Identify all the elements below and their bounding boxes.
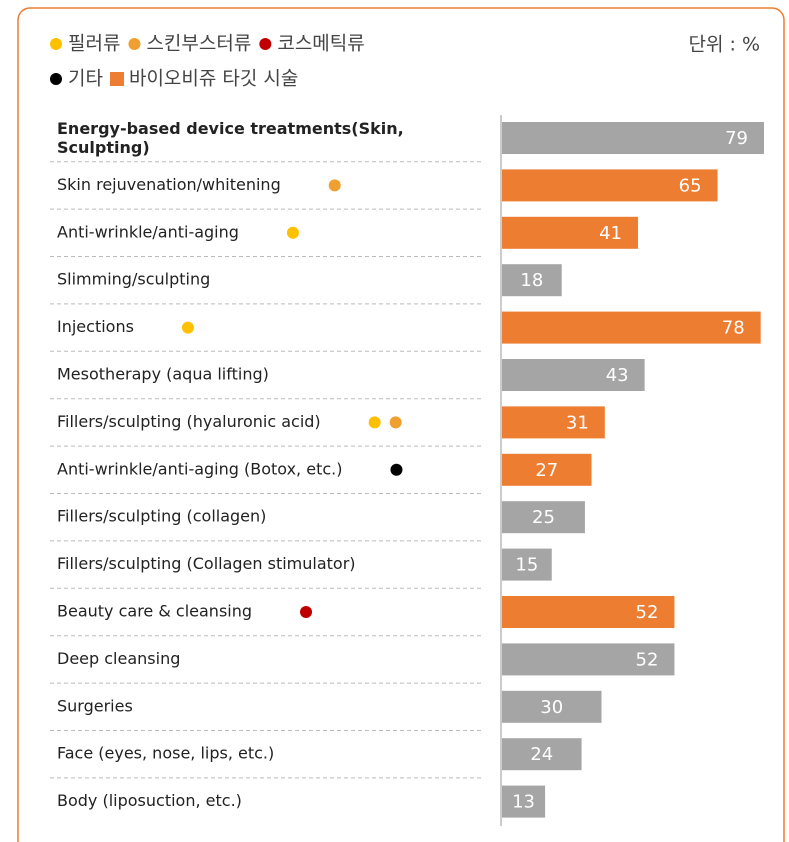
value-label: 30 (540, 697, 563, 718)
value-label: 43 (606, 365, 629, 386)
value-label: 15 (515, 555, 538, 576)
marker-dot (300, 606, 313, 618)
bar (502, 311, 761, 344)
legend-swatch (50, 73, 62, 85)
value-label: 79 (725, 128, 748, 149)
legend-label: 바이오비쥬 타깃 시술 (129, 68, 298, 90)
legend-swatch (259, 38, 272, 50)
frame (17, 7, 785, 842)
value-label: 13 (512, 792, 535, 813)
unit-label: 단위 : % (689, 34, 761, 56)
value-label: 52 (636, 649, 659, 670)
bar (502, 359, 645, 391)
category-label: Surgeries (57, 696, 133, 715)
category-label: Fillers/sculpting (collagen) (57, 507, 266, 526)
legend-label: 코스메틱류 (277, 33, 364, 55)
marker-dot (181, 321, 194, 334)
value-label: 25 (532, 507, 555, 528)
category-label: Injections (57, 317, 134, 336)
bar (502, 785, 546, 818)
category-label: Fillers/sculpting (hyaluronic acid) (57, 412, 321, 431)
category-label: Skin rejuvenation/whitening (57, 175, 281, 194)
marker-dot (368, 416, 381, 429)
bar (502, 406, 605, 439)
value-label: 78 (722, 318, 745, 339)
bar (502, 453, 592, 486)
value-label: 41 (599, 223, 622, 244)
value-label: 24 (530, 744, 553, 765)
legend-swatch (128, 38, 141, 50)
value-label: 52 (636, 602, 659, 623)
marker-dot (286, 226, 299, 239)
bar (502, 738, 582, 771)
bar (502, 169, 718, 202)
category-label: Slimming/sculpting (57, 270, 210, 289)
value-label: 27 (535, 460, 558, 481)
category-label: Anti-wrinkle/anti-aging (Botox, etc.) (57, 459, 342, 478)
bar (502, 216, 638, 249)
marker-dot (389, 416, 402, 429)
bar (502, 690, 602, 723)
value-label: 65 (679, 175, 702, 196)
category-label: Energy-based device treatments(Skin, Scul… (57, 119, 404, 157)
category-label: Beauty care & cleansing (57, 602, 252, 621)
bar (502, 264, 562, 297)
marker-dot (328, 179, 341, 192)
legend-label: 기타 (68, 68, 103, 90)
legend-label: 스킨부스터류 (146, 33, 251, 55)
category-label: Anti-wrinkle/anti-aging (57, 222, 239, 241)
marker-dot (390, 463, 403, 476)
category-label: Mesotherapy (aqua lifting) (57, 365, 269, 384)
legend-swatch (109, 72, 124, 86)
category-label: Deep cleansing (57, 649, 180, 668)
legend-swatch (50, 38, 62, 50)
bar (502, 122, 764, 154)
category-label: Body (liposuction, etc.) (57, 791, 242, 810)
category-label: Fillers/sculpting (Collagen stimulator) (57, 554, 356, 573)
value-label: 31 (566, 412, 589, 433)
value-label: 18 (520, 270, 543, 291)
bar (502, 548, 552, 581)
bar (502, 643, 675, 676)
bar (502, 501, 585, 534)
legend-label: 필러류 (68, 33, 120, 55)
category-label: Face (eyes, nose, lips, etc.) (57, 744, 274, 763)
bar (502, 596, 675, 628)
